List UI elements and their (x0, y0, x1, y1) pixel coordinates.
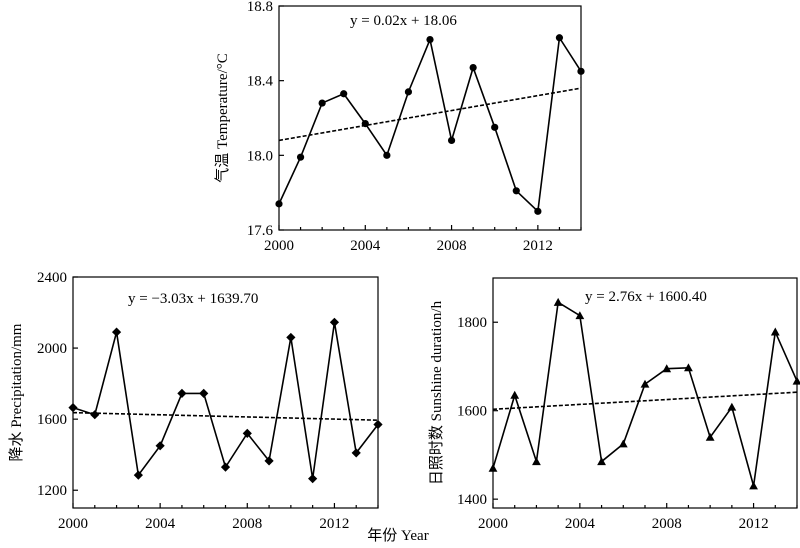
precipitation-data-point (199, 388, 209, 398)
temperature-regression-equation: y = 0.02x + 18.06 (350, 13, 457, 29)
temperature-series-line (278, 35, 582, 214)
temperature-data-point (361, 120, 369, 128)
precipitation-y-tick-label: 2000 (37, 341, 67, 357)
precipitation-panel: 2000 2004 2008 2012 1200 1600 2000 2400 降水 Preci… (8, 270, 383, 532)
temperature-data-point (383, 151, 391, 159)
temperature-data-point (426, 36, 434, 44)
temperature-x-tick-label: 2004 (350, 238, 381, 254)
precipitation-data-point (111, 327, 122, 337)
temperature-y-axis-title: 气温 Temperature/°C (214, 53, 231, 183)
temperature-data-point (555, 34, 564, 42)
sunshine-plot-frame (492, 277, 798, 509)
sunshine-data-point (488, 463, 498, 472)
precipitation-y-tick-label: 1600 (37, 412, 67, 428)
temperature-data-point (318, 99, 326, 107)
precipitation-data-point (264, 456, 274, 466)
sunshine-data-point (792, 376, 800, 385)
temperature-x-tick-label: 2000 (264, 238, 294, 254)
precipitation-data-point (133, 470, 143, 480)
precipitation-data-point (155, 441, 165, 451)
sunshine-data-point (597, 457, 606, 466)
precipitation-y-tick-label: 1200 (37, 483, 67, 499)
precipitation-trend-line (72, 411, 379, 421)
temperature-panel: 2000 2004 2008 2012 17.6 18.0 18.4 18.8 气温 Tempe… (214, 0, 585, 254)
precipitation-x-tick-label: 2000 (58, 516, 88, 532)
precipitation-data-point (286, 332, 296, 343)
precipitation-series-line (72, 322, 379, 479)
sunshine-data-point (640, 379, 650, 388)
temperature-data-point (512, 187, 520, 195)
sunshine-data-point (532, 457, 541, 466)
sunshine-data-point (705, 432, 715, 441)
sunshine-data-point (618, 439, 628, 448)
temperature-data-point (577, 67, 585, 75)
sunshine-y-tick-label: 1400 (457, 492, 487, 508)
sunshine-x-tick-label: 2012 (739, 516, 769, 532)
precipitation-y-tick-label: 2400 (37, 270, 67, 286)
temperature-data-point (296, 153, 305, 161)
precipitation-data-point (351, 448, 361, 458)
temperature-data-point (404, 88, 413, 96)
sunshine-regression-equation: y = 2.76x + 1600.40 (585, 289, 707, 305)
precipitation-data-point (329, 317, 340, 327)
temperature-x-tick-label: 2012 (523, 238, 553, 254)
sunshine-x-tick-label: 2000 (478, 516, 508, 532)
sunshine-data-point (510, 390, 520, 399)
temperature-data-point (275, 200, 283, 208)
sunshine-data-point (770, 327, 780, 336)
temperature-data-point (447, 136, 456, 144)
shared-x-axis-title: 年份 Year (367, 527, 428, 544)
sunshine-data-point (553, 297, 563, 306)
temperature-trend-line (278, 87, 582, 142)
precipitation-regression-equation: y = −3.03x + 1639.70 (128, 291, 258, 307)
temperature-x-tick-label: 2008 (437, 238, 467, 254)
temperature-data-point (534, 207, 542, 215)
sunshine-data-point (684, 363, 693, 372)
precipitation-data-point (68, 403, 78, 413)
temperature-data-point (469, 64, 477, 72)
sunshine-trend-line (492, 391, 798, 411)
sunshine-data-point (575, 311, 585, 320)
temperature-data-point (491, 123, 499, 131)
temperature-y-tick-label: 18.4 (247, 74, 274, 90)
precipitation-data-point (308, 474, 318, 484)
precipitation-x-tick-label: 2012 (319, 516, 349, 532)
precipitation-x-tick-label: 2008 (232, 516, 262, 532)
sunshine-y-tick-label: 1600 (457, 404, 487, 420)
sunshine-data-point (662, 364, 672, 373)
temperature-y-tick-label: 18.8 (247, 0, 273, 15)
temperature-y-tick-label: 17.6 (247, 223, 274, 239)
sunshine-y-axis-title: 日照时数 Sunshine duration/h (428, 300, 445, 485)
sunshine-panel: 2000 2004 2008 2012 1400 1600 1800 日照时数 Sunshin… (428, 277, 800, 532)
precipitation-y-axis-title: 降水 Precipitation/mm (8, 323, 25, 461)
sunshine-y-tick-label: 1800 (457, 315, 487, 331)
precipitation-plot-frame (72, 276, 379, 509)
precipitation-data-point (220, 462, 231, 472)
precipitation-data-point (373, 419, 383, 430)
sunshine-x-tick-label: 2004 (565, 516, 596, 532)
sunshine-data-point (749, 481, 758, 490)
precipitation-x-tick-label: 2004 (145, 516, 176, 532)
sunshine-x-tick-label: 2008 (652, 516, 682, 532)
precipitation-data-point (177, 388, 187, 398)
temperature-y-tick-label: 18.0 (247, 148, 273, 164)
temperature-data-point (340, 90, 348, 98)
precipitation-data-point (90, 410, 100, 420)
precipitation-data-point (242, 428, 252, 438)
sunshine-data-point (727, 402, 737, 411)
